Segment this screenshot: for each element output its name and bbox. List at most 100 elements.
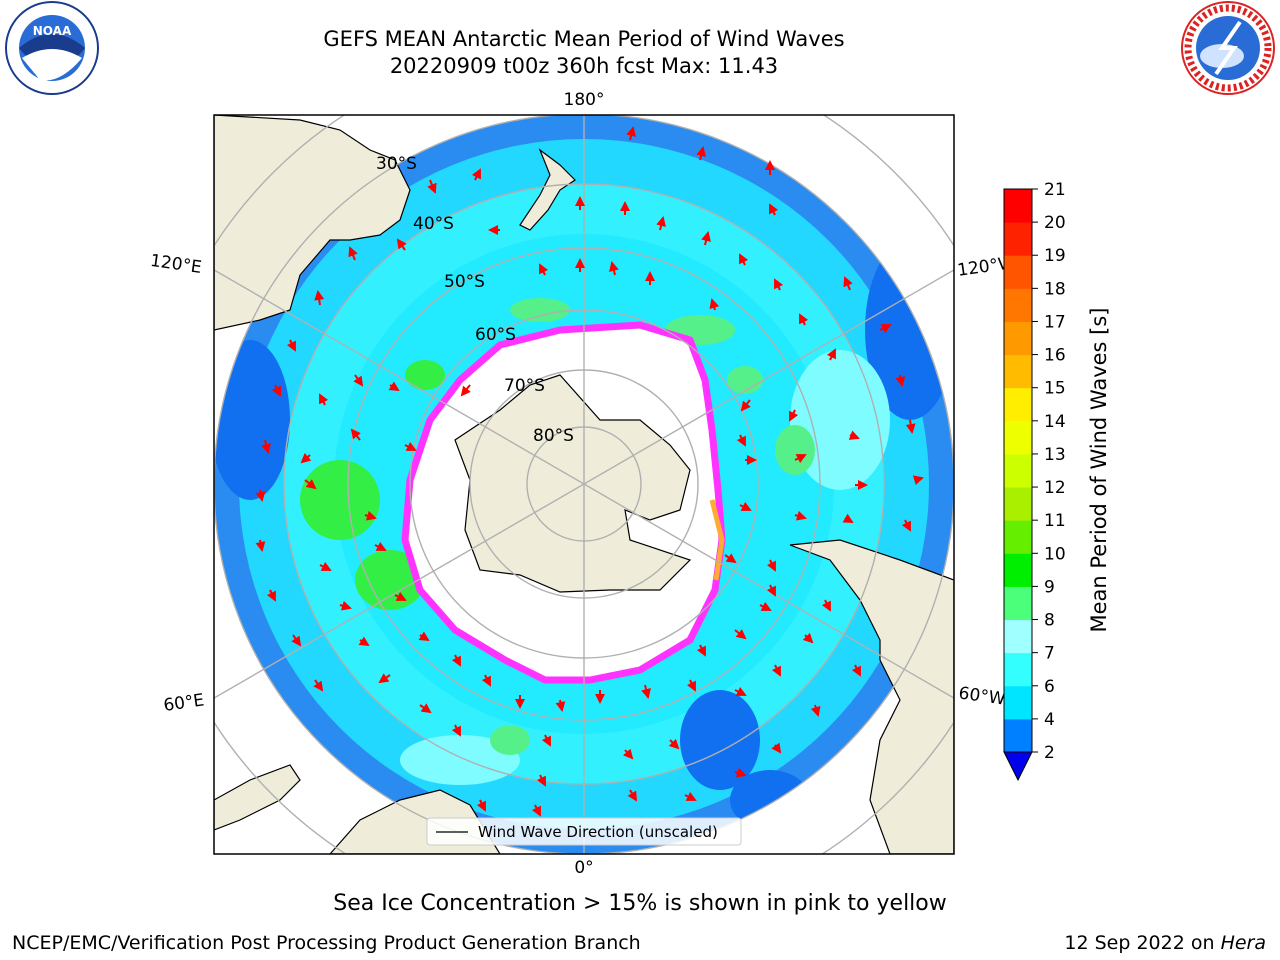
colorbar-tick-label: 19: [1044, 246, 1066, 266]
wave-arrow: [905, 419, 916, 434]
lon-label-180: 180°: [564, 90, 605, 110]
wave-arrow: [313, 679, 324, 692]
colorbar-tick-label: 9: [1044, 577, 1055, 597]
lat-label-80s: 80°S: [533, 426, 574, 446]
wave-arrow: [701, 231, 711, 246]
colorbar-tick-label: 11: [1044, 511, 1066, 531]
wave-arrow: [766, 559, 776, 572]
colorbar-border: [1003, 188, 1033, 753]
wave-arrow: [531, 804, 541, 817]
date-prefix: 12 Sep 2022 on: [1064, 932, 1221, 954]
colorbar-tick-label: 16: [1044, 346, 1066, 366]
wave-arrow: [304, 479, 317, 490]
wave-arrow: [286, 339, 296, 352]
colorbar-tick-label: 4: [1044, 710, 1055, 730]
lat-label-60s: 60°S: [475, 325, 516, 345]
wave-arrow: [394, 591, 407, 601]
colorbar-tick-label: 13: [1044, 445, 1066, 465]
sea-ice-note: Sea Ice Concentration > 15% is shown in …: [333, 891, 947, 916]
noaa-logo-text: NOAA: [33, 24, 72, 38]
wave-arrow: [821, 599, 831, 612]
colorbar-tick-label: 10: [1044, 544, 1066, 564]
date-machine: Hera: [1220, 932, 1266, 954]
colorbar-segment: [1004, 487, 1032, 521]
colorbar-segment: [1004, 553, 1032, 587]
colorbar-tick-label: 21: [1044, 180, 1066, 200]
wave-arrow: [799, 313, 809, 326]
colorbar-tick-label: 2: [1044, 743, 1055, 763]
wave-arrow: [419, 703, 432, 714]
wave-arrow: [734, 767, 747, 778]
colorbar-segment: [1004, 255, 1032, 289]
wave-arrow: [353, 374, 364, 387]
colorbar-tick-label: 20: [1044, 213, 1066, 233]
wave-arrow: [724, 553, 737, 564]
credit-text: NCEP/EMC/Verification Post Processing Pr…: [12, 932, 641, 954]
wave-arrow: [769, 203, 779, 216]
wave-arrow: [709, 298, 720, 311]
wave-arrow: [794, 454, 807, 464]
colorbar: 2 4 6 7 8 9 10 11 12 13 14 15 16 17 18 19 20 21: [1003, 180, 1066, 782]
wave-arrow: [319, 561, 332, 571]
lon-label-60e: 60°E: [162, 690, 205, 715]
map-legend: Wind Wave Direction (unscaled): [426, 817, 742, 846]
colorbar-tick-label: 17: [1044, 312, 1066, 332]
wave-arrow: [451, 724, 461, 737]
wave-arrow: [842, 513, 854, 523]
colorbar-segment: [1004, 619, 1032, 654]
lon-label-120e: 120°E: [149, 251, 203, 278]
wave-arrow: [300, 452, 312, 464]
wave-arrow: [388, 381, 400, 392]
date-text: 12 Sep 2022 on Hera: [1064, 932, 1266, 954]
colorbar-tick-label: 18: [1044, 279, 1066, 299]
wave-arrow: [358, 636, 370, 647]
wave-arrow: [350, 428, 361, 441]
wave-arrow: [912, 475, 924, 486]
wave-arrow: [843, 276, 853, 291]
wave-arrow: [271, 384, 281, 397]
wave-arrow: [255, 539, 266, 552]
map-frame: [213, 114, 955, 855]
wave-arrow: [609, 261, 619, 276]
lat-label-50s: 50°S: [444, 272, 485, 292]
wave-arrow: [339, 600, 352, 611]
wave-arrow: [641, 684, 651, 699]
wave-arrow: [291, 634, 302, 647]
wave-arrow: [622, 748, 634, 760]
wave-arrow: [739, 501, 752, 511]
colorbar-segment: [1004, 222, 1032, 256]
wave-arrow: [255, 489, 266, 502]
wave-arrow: [810, 704, 821, 717]
legend-label: Wind Wave Direction (unscaled): [478, 823, 718, 841]
wave-arrow: [851, 664, 861, 677]
wave-arrow: [404, 441, 417, 451]
wave-arrow: [696, 644, 706, 657]
wave-arrow: [774, 278, 784, 291]
wave-arrow: [794, 510, 807, 521]
wave-arrow: [759, 601, 772, 611]
colorbar-segment: [1004, 189, 1032, 223]
wave-arrow: [848, 430, 860, 440]
wave-arrow: [460, 384, 471, 397]
national-weather-service-logo: [1181, 1, 1275, 95]
wave-arrow: [539, 263, 549, 276]
australia-land: [214, 115, 411, 331]
wave-arrow: [481, 674, 491, 687]
wind-wave-direction-arrows: [255, 126, 924, 817]
graticule: [214, 115, 954, 854]
colorbar-tick-label: 15: [1044, 379, 1066, 399]
wave-arrow: [771, 664, 781, 677]
colorbar-tick-label: 8: [1044, 611, 1055, 631]
wave-arrow: [471, 168, 481, 181]
wave-arrow: [378, 673, 391, 684]
wave-arrow: [734, 686, 747, 696]
colorbar-segment: [1004, 387, 1032, 422]
colorbar-segment: [1004, 586, 1032, 621]
lon-label-60w: 60°W: [957, 683, 1006, 709]
wave-arrow: [901, 519, 911, 532]
chart-title: GEFS MEAN Antarctic Mean Period of Wind …: [323, 27, 845, 51]
lat-label-70s: 70°S: [504, 376, 545, 396]
colorbar-tick-label: 7: [1044, 644, 1055, 664]
wave-arrow: [766, 584, 776, 597]
wave-arrow: [802, 632, 814, 644]
